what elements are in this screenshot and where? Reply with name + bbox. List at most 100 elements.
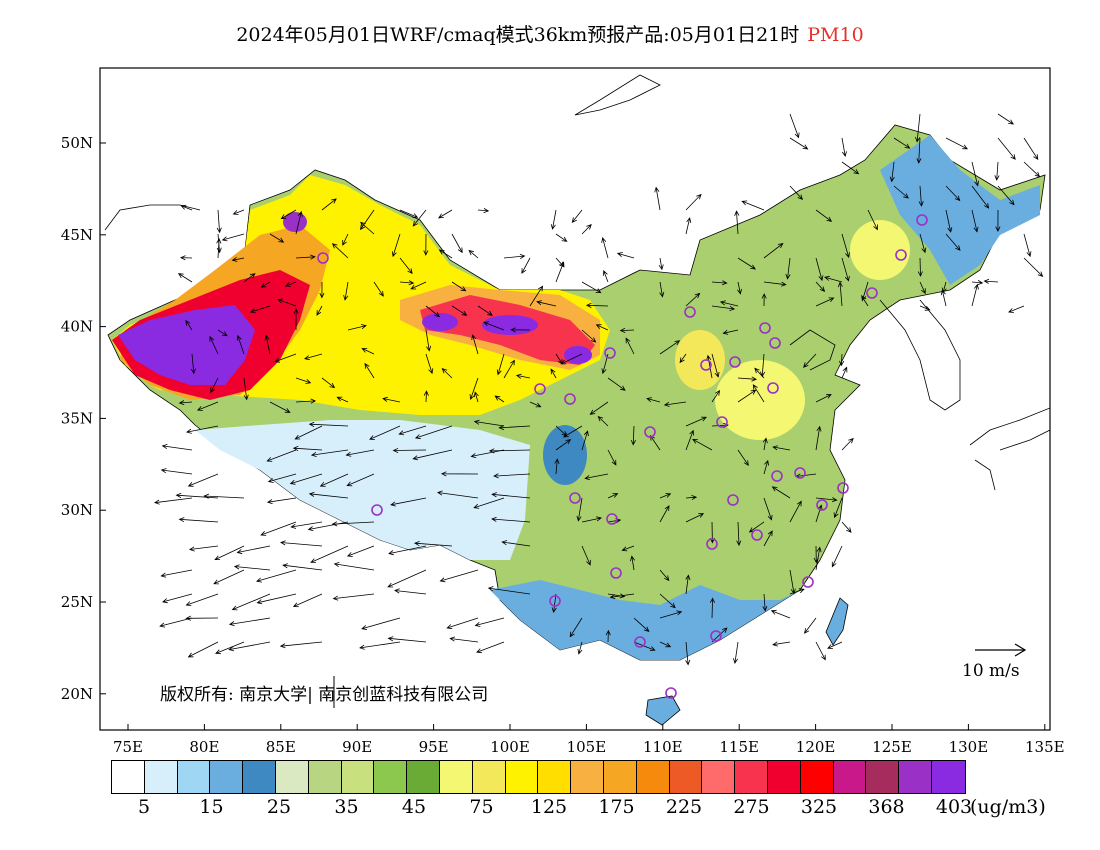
wind-arrow bbox=[551, 593, 557, 613]
city-marker bbox=[895, 249, 907, 261]
wind-arrow bbox=[616, 252, 635, 259]
wind-arrow bbox=[633, 641, 656, 651]
wind-arrow bbox=[264, 334, 271, 355]
wind-arrow bbox=[685, 292, 701, 307]
colorbar-label: 5 bbox=[137, 796, 151, 818]
wind-arrow bbox=[837, 281, 843, 307]
wind-arrow bbox=[772, 641, 791, 647]
wind-arrow bbox=[630, 425, 636, 446]
wind-arrow bbox=[321, 377, 336, 389]
wind-arrow bbox=[576, 497, 583, 522]
wind-arrow bbox=[521, 257, 531, 274]
wind-arrow bbox=[562, 425, 583, 438]
wind-arrow bbox=[343, 281, 349, 301]
wind-arrow bbox=[364, 362, 375, 379]
wind-arrow bbox=[581, 430, 589, 451]
wind-arrow bbox=[754, 367, 765, 379]
wind-arrow bbox=[331, 521, 375, 527]
wind-arrow bbox=[581, 281, 602, 294]
wind-arrow bbox=[469, 377, 479, 400]
colorbar-label: 45 bbox=[401, 796, 427, 818]
wind-arrow bbox=[390, 497, 427, 507]
wind-arrow bbox=[917, 257, 923, 277]
wind-arrow bbox=[685, 429, 695, 451]
wind-arrow bbox=[602, 270, 609, 283]
wind-arrow bbox=[529, 401, 542, 408]
colorbar-swatch bbox=[472, 761, 506, 793]
wind-arrow bbox=[659, 493, 672, 499]
wind-arrow bbox=[736, 521, 742, 547]
wind-arrow bbox=[216, 209, 222, 234]
wind-arrow bbox=[841, 521, 852, 533]
wind-arrow bbox=[359, 641, 401, 650]
city-marker bbox=[729, 356, 741, 368]
city-marker bbox=[317, 252, 329, 264]
x-axis-labels: 75E 80E 85E 90E 95E 100E 105E 110E 115E 120E 125E 1… bbox=[113, 738, 1065, 756]
wind-arrow bbox=[178, 517, 219, 523]
wind-arrow bbox=[659, 340, 681, 355]
wind-arrow bbox=[945, 209, 953, 233]
wind-arrow bbox=[473, 497, 505, 509]
colorbar-label: 275 bbox=[733, 796, 770, 818]
wind-arrow bbox=[331, 243, 349, 259]
wind-arrow bbox=[646, 397, 661, 403]
colorbar-swatch bbox=[571, 761, 604, 793]
colorbar-swatch bbox=[735, 761, 768, 793]
colorbar-swatch bbox=[636, 761, 670, 793]
colorbar-swatch bbox=[308, 761, 342, 793]
wind-arrow bbox=[752, 384, 765, 403]
wind-arrow bbox=[554, 458, 560, 475]
y-tick-label: 30N bbox=[61, 501, 93, 519]
wind-arrow bbox=[483, 321, 505, 331]
wind-arrow bbox=[438, 249, 453, 259]
colorbar-label: 325 bbox=[800, 796, 838, 818]
wind-arrow bbox=[663, 401, 687, 407]
wind-arrow bbox=[451, 281, 467, 292]
wind-arrow bbox=[280, 209, 297, 220]
wind-arrow bbox=[815, 209, 833, 222]
wind-arrow bbox=[762, 437, 768, 451]
wind-arrow bbox=[607, 377, 626, 391]
wind-arrow bbox=[841, 366, 848, 379]
wind-arrow bbox=[295, 377, 312, 384]
wind-arrow bbox=[679, 353, 687, 364]
wind-arrow bbox=[815, 504, 823, 523]
city-marker bbox=[716, 416, 728, 428]
wind-arrow bbox=[308, 491, 349, 499]
wind-arrow bbox=[394, 588, 427, 595]
wind-arrow bbox=[581, 224, 592, 235]
wind-arrow bbox=[269, 401, 291, 413]
city-marker bbox=[604, 347, 616, 359]
city-marker bbox=[606, 513, 618, 525]
wind-arrow bbox=[160, 569, 193, 578]
city-marker bbox=[802, 576, 814, 588]
wind-arrow bbox=[441, 367, 453, 379]
wind-arrow bbox=[550, 209, 557, 230]
wind-arrow bbox=[770, 609, 791, 619]
wind-arrow bbox=[243, 273, 256, 283]
wind-arrow bbox=[391, 233, 401, 258]
taiwan bbox=[825, 597, 849, 646]
y-tick-label: 50N bbox=[61, 134, 93, 152]
y-axis-labels: 50N 45N 40N 35N 30N 25N 20N bbox=[61, 134, 93, 703]
wind-arrow bbox=[399, 209, 419, 218]
wind-arrow bbox=[277, 298, 297, 307]
wind-arrow bbox=[685, 495, 698, 501]
wind-arrow bbox=[841, 437, 854, 451]
wind-arrow bbox=[861, 295, 869, 307]
wind-arrow bbox=[346, 473, 375, 487]
axis-ticks bbox=[100, 142, 1046, 730]
wind-arrow bbox=[833, 497, 843, 519]
wind-arrow bbox=[369, 425, 401, 440]
wind-arrow bbox=[741, 200, 765, 211]
wind-arrow bbox=[179, 255, 193, 261]
wind-arrow bbox=[425, 305, 441, 318]
wind-arrow bbox=[971, 283, 979, 307]
city-marker bbox=[549, 595, 561, 607]
title-text: 2024年05月01日WRF/cmaq模式36km预报产品:05月01日21时 bbox=[236, 24, 800, 46]
wind-arrow bbox=[161, 444, 193, 451]
wind-arrow bbox=[831, 545, 843, 568]
wind-arrow bbox=[529, 285, 544, 307]
purple-zone bbox=[118, 305, 255, 385]
wind-arrow bbox=[510, 327, 531, 333]
